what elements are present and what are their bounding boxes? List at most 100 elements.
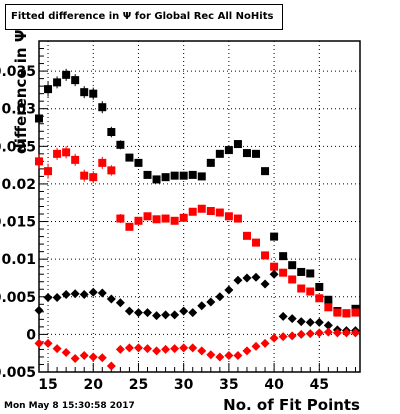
data-point <box>43 338 53 348</box>
data-point <box>206 158 215 167</box>
data-point <box>44 85 53 94</box>
data-point <box>323 320 333 330</box>
data-point <box>315 294 324 303</box>
data-point <box>115 298 125 308</box>
data-point <box>305 329 315 339</box>
data-point <box>350 328 360 338</box>
data-point <box>305 317 315 327</box>
data-point <box>288 261 297 270</box>
data-point <box>179 213 188 222</box>
data-point <box>115 344 125 354</box>
data-point <box>333 308 342 317</box>
data-point <box>233 350 243 360</box>
y-tick-label: 0.005 <box>0 290 36 306</box>
data-point <box>53 78 62 87</box>
data-point <box>206 297 216 307</box>
data-point <box>179 171 188 180</box>
data-point <box>261 167 270 176</box>
data-point <box>133 308 143 318</box>
data-point <box>124 343 134 353</box>
chart-marks <box>34 68 360 371</box>
data-point <box>134 216 143 225</box>
data-point <box>134 158 143 167</box>
data-point <box>314 317 324 327</box>
data-point <box>279 268 288 277</box>
data-point <box>116 140 125 149</box>
data-point <box>233 214 242 223</box>
series-2 <box>35 146 360 318</box>
y-tick-label: 0.03 <box>1 102 36 118</box>
data-point <box>170 344 180 354</box>
data-point <box>332 328 342 338</box>
data-point <box>279 252 288 261</box>
data-point <box>315 282 324 291</box>
data-point <box>52 344 62 354</box>
data-point <box>61 347 71 357</box>
data-point <box>252 238 261 247</box>
y-tick-label: -0.005 <box>0 365 36 381</box>
data-point <box>296 317 306 327</box>
data-point <box>278 332 288 342</box>
x-tick-label: 35 <box>219 377 238 393</box>
data-point <box>143 170 152 179</box>
data-point <box>98 103 107 112</box>
y-tick-label: 0 <box>26 327 36 343</box>
data-point <box>143 308 153 318</box>
y-tick-label: 0.015 <box>0 215 36 231</box>
data-point <box>107 166 116 175</box>
data-point <box>324 295 333 304</box>
data-point <box>188 170 197 179</box>
data-point <box>323 327 333 337</box>
x-tick-label: 30 <box>174 377 194 393</box>
data-point <box>242 346 252 356</box>
series-4 <box>34 327 360 371</box>
data-point <box>125 153 134 162</box>
data-point <box>98 158 107 167</box>
data-point <box>70 353 80 363</box>
data-point <box>170 171 179 180</box>
data-point <box>133 343 143 353</box>
y-tick-label: 0.025 <box>0 139 36 155</box>
data-point <box>161 214 170 223</box>
y-tick-label: 0.035 <box>0 64 36 80</box>
data-point <box>215 208 224 217</box>
x-tick-label: 15 <box>38 377 57 393</box>
data-point <box>287 331 297 341</box>
data-point <box>62 70 71 79</box>
data-point <box>269 269 279 279</box>
x-tick-label: 40 <box>264 377 284 393</box>
data-point <box>260 279 270 289</box>
x-tick-label: 25 <box>129 377 148 393</box>
data-point <box>97 353 107 363</box>
data-point <box>125 222 134 231</box>
data-point <box>161 344 171 354</box>
data-point <box>215 149 224 158</box>
data-point <box>242 149 251 158</box>
data-point <box>161 173 170 182</box>
data-point <box>197 172 206 181</box>
data-point <box>106 294 116 304</box>
data-point <box>143 212 152 221</box>
data-point <box>62 148 71 157</box>
y-tick-label: 0.02 <box>1 177 36 193</box>
data-point <box>278 311 288 321</box>
data-point <box>152 346 162 356</box>
data-point <box>43 293 53 303</box>
data-point <box>287 314 297 324</box>
chart-title: Fitted difference in Ψ for Global Rec Al… <box>5 4 283 30</box>
data-point <box>224 146 233 155</box>
data-point <box>324 303 333 312</box>
data-point <box>53 149 62 158</box>
data-point <box>107 128 116 137</box>
data-point <box>296 329 306 339</box>
x-tick-label: 20 <box>84 377 104 393</box>
data-point <box>224 212 233 221</box>
data-point <box>251 341 261 351</box>
data-point <box>88 287 98 297</box>
data-point <box>197 346 207 356</box>
data-point <box>80 171 89 180</box>
data-point <box>342 309 351 318</box>
data-point <box>351 308 360 317</box>
data-point <box>206 350 216 360</box>
